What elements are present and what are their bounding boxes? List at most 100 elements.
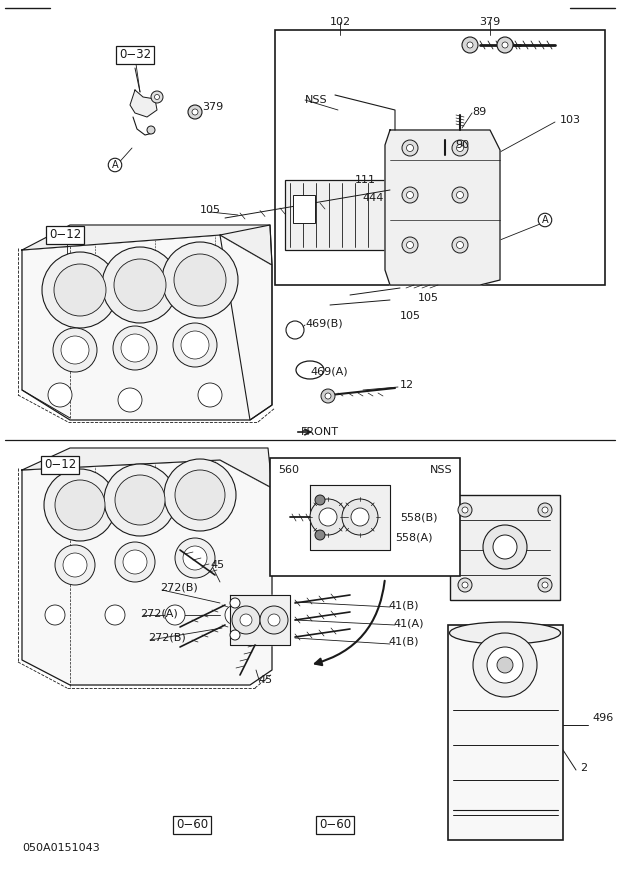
Bar	[448, 625, 563, 840]
Circle shape	[151, 91, 163, 103]
Text: A: A	[112, 160, 118, 170]
Circle shape	[230, 630, 240, 640]
Text: 41(B): 41(B)	[388, 637, 419, 647]
Text: 41(B): 41(B)	[388, 600, 419, 610]
Circle shape	[462, 507, 468, 513]
Text: 272(B): 272(B)	[148, 633, 186, 643]
Circle shape	[452, 237, 468, 253]
Circle shape	[458, 503, 472, 517]
Text: 0−60: 0−60	[319, 819, 351, 831]
Text: 558(B): 558(B)	[400, 513, 438, 523]
Circle shape	[260, 606, 288, 634]
Circle shape	[407, 145, 414, 152]
Circle shape	[102, 247, 178, 323]
Text: 496: 496	[592, 713, 613, 723]
Circle shape	[452, 187, 468, 203]
Circle shape	[456, 191, 464, 198]
Polygon shape	[22, 460, 272, 685]
Circle shape	[173, 323, 217, 367]
Text: 469(A): 469(A)	[310, 367, 348, 377]
Circle shape	[44, 469, 116, 541]
Circle shape	[268, 614, 280, 626]
Circle shape	[321, 389, 335, 403]
Circle shape	[54, 264, 106, 316]
Circle shape	[104, 464, 176, 536]
Circle shape	[115, 542, 155, 582]
Text: 379: 379	[479, 17, 500, 27]
Text: 0−12: 0−12	[44, 458, 76, 471]
Text: 12: 12	[400, 380, 414, 390]
Circle shape	[118, 388, 142, 412]
Text: NSS: NSS	[305, 95, 327, 105]
Circle shape	[121, 334, 149, 362]
Circle shape	[45, 605, 65, 625]
Circle shape	[538, 578, 552, 592]
Polygon shape	[310, 485, 390, 550]
Circle shape	[286, 321, 304, 339]
Circle shape	[319, 508, 337, 526]
Circle shape	[63, 553, 87, 577]
Circle shape	[164, 459, 236, 531]
Circle shape	[113, 326, 157, 370]
Circle shape	[467, 42, 473, 48]
Text: 0−12: 0−12	[49, 229, 81, 242]
Circle shape	[407, 191, 414, 198]
Circle shape	[183, 546, 207, 570]
Circle shape	[462, 37, 478, 53]
Text: FRONT: FRONT	[301, 427, 339, 437]
Circle shape	[493, 535, 517, 559]
Text: 272(B): 272(B)	[160, 583, 198, 593]
Text: 105: 105	[418, 293, 439, 303]
Text: 103: 103	[560, 115, 581, 125]
Circle shape	[458, 578, 472, 592]
Text: 050A0151043: 050A0151043	[22, 843, 100, 853]
Bar	[270, 458, 460, 576]
Text: 379: 379	[202, 102, 223, 112]
Circle shape	[325, 393, 331, 399]
Polygon shape	[22, 235, 272, 420]
Text: 90: 90	[455, 140, 469, 150]
Text: 111: 111	[355, 175, 376, 185]
Circle shape	[310, 499, 346, 535]
Circle shape	[497, 657, 513, 673]
Polygon shape	[385, 130, 500, 285]
Text: NSS: NSS	[430, 465, 453, 475]
Polygon shape	[130, 90, 157, 117]
Polygon shape	[22, 448, 272, 488]
Polygon shape	[230, 595, 290, 645]
Circle shape	[225, 605, 245, 625]
Circle shape	[342, 499, 378, 535]
Circle shape	[402, 237, 418, 253]
Circle shape	[407, 242, 414, 249]
Circle shape	[154, 94, 159, 100]
Circle shape	[123, 550, 147, 574]
Circle shape	[473, 633, 537, 697]
Text: 102: 102	[329, 17, 350, 27]
Circle shape	[315, 530, 325, 540]
Circle shape	[147, 126, 155, 134]
Circle shape	[315, 495, 325, 505]
Circle shape	[53, 328, 97, 372]
Text: 105: 105	[200, 205, 221, 215]
Circle shape	[538, 503, 552, 517]
Text: 2: 2	[580, 763, 587, 773]
Text: 0−60: 0−60	[176, 819, 208, 831]
Circle shape	[456, 242, 464, 249]
Circle shape	[188, 105, 202, 119]
Circle shape	[462, 582, 468, 588]
Text: 45: 45	[210, 560, 224, 570]
Circle shape	[115, 475, 165, 525]
Text: 272(A): 272(A)	[140, 608, 178, 618]
Circle shape	[240, 614, 252, 626]
Circle shape	[114, 259, 166, 311]
Circle shape	[452, 140, 468, 156]
Circle shape	[181, 331, 209, 359]
Text: 105: 105	[400, 311, 421, 321]
Circle shape	[542, 582, 548, 588]
Circle shape	[105, 605, 125, 625]
Circle shape	[483, 525, 527, 569]
Circle shape	[198, 383, 222, 407]
Circle shape	[175, 538, 215, 578]
Circle shape	[42, 252, 118, 328]
Circle shape	[230, 598, 240, 608]
